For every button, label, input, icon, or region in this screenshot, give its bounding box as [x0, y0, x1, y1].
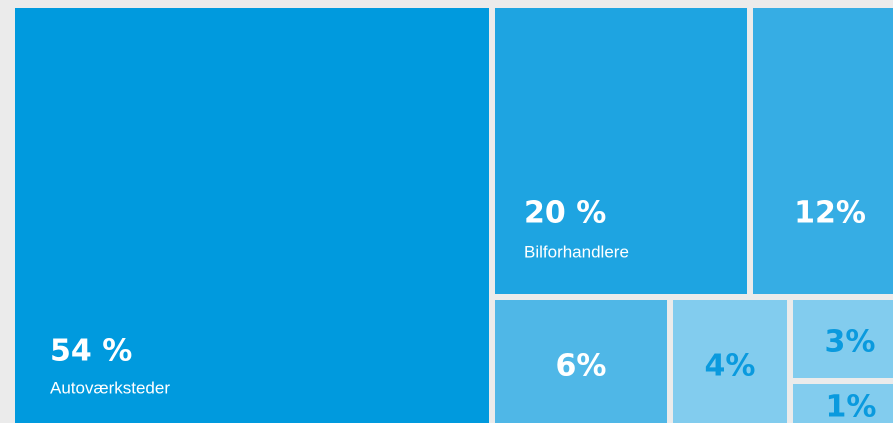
value-label: 12% [794, 196, 866, 231]
category-label: Bilforhandlere [524, 242, 629, 261]
tile [495, 8, 747, 294]
tile [793, 300, 893, 378]
value-label: 6% [556, 349, 607, 384]
value-label: 20 % [524, 196, 606, 231]
tile [673, 300, 787, 423]
value-label: 3% [825, 325, 876, 360]
tile [495, 300, 667, 423]
category-label: Autoværksteder [50, 378, 170, 397]
value-label: 1% [826, 390, 877, 423]
tile [753, 8, 893, 294]
value-label: 4% [705, 349, 756, 384]
value-label: 54 % [50, 334, 132, 369]
tile [793, 384, 893, 423]
tile [15, 8, 489, 423]
